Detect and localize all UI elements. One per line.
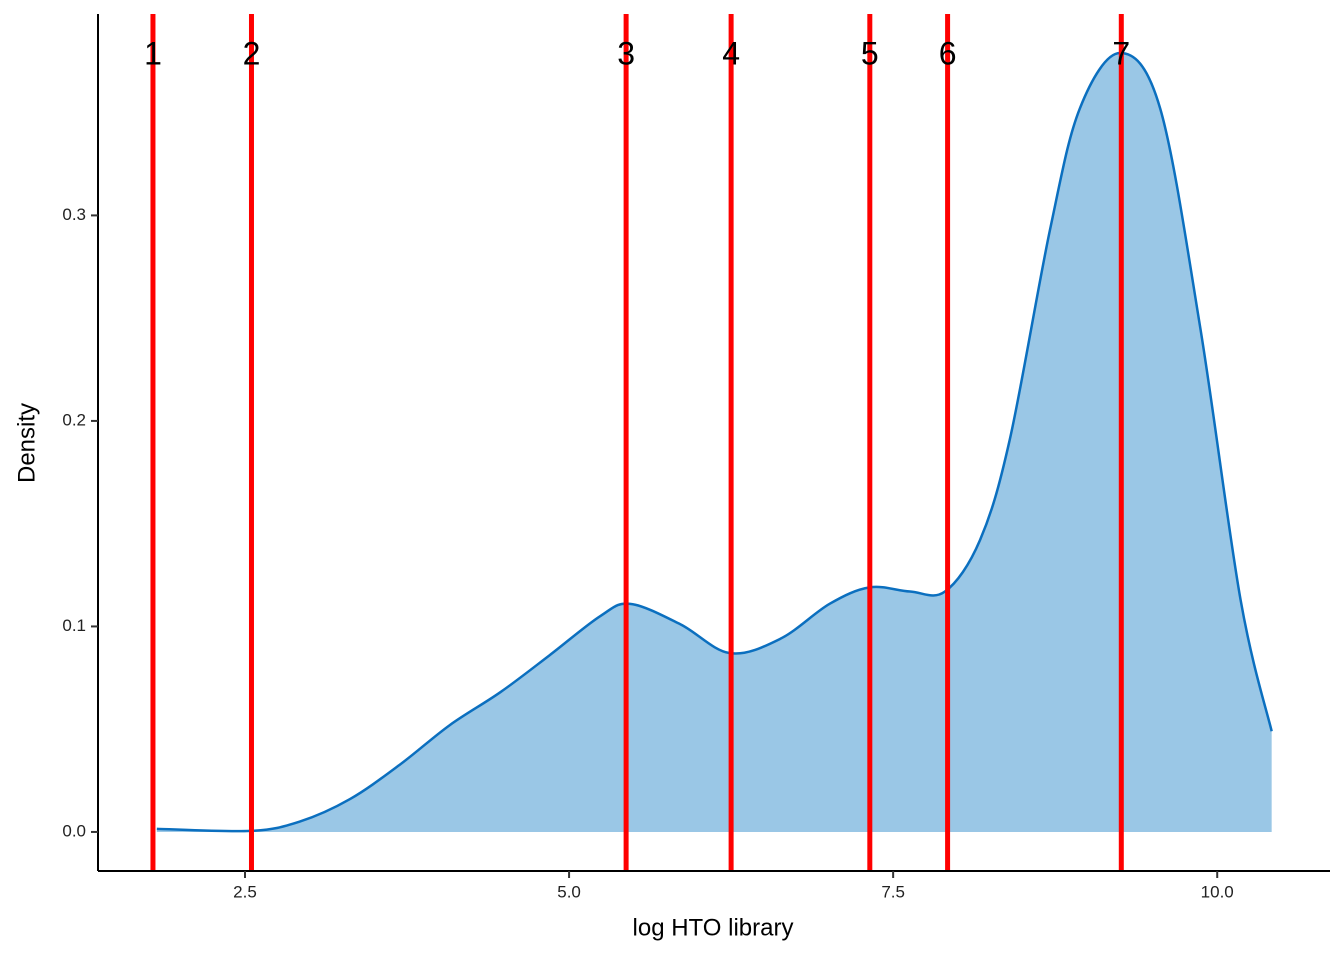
vertical-line-label: 6	[939, 35, 957, 71]
vertical-line-label: 4	[722, 35, 740, 71]
y-axis-title: Density	[13, 403, 40, 483]
vertical-line-label: 7	[1112, 35, 1130, 71]
vertical-line-label: 1	[144, 35, 162, 71]
y-tick-label: 0.3	[62, 205, 86, 224]
x-tick-label: 7.5	[881, 882, 905, 901]
x-axis-title: log HTO library	[633, 914, 794, 941]
vertical-line-label: 5	[861, 35, 879, 71]
density-area	[156, 53, 1272, 832]
density-line	[156, 51, 1273, 833]
y-tick-label: 0.1	[62, 616, 86, 635]
vertical-line-label: 2	[243, 35, 261, 71]
y-tick-label: 0.2	[62, 410, 86, 429]
x-tick-label: 10.0	[1201, 882, 1234, 901]
y-tick-label: 0.0	[62, 821, 86, 840]
x-tick-label: 5.0	[557, 882, 581, 901]
x-tick-label: 2.5	[233, 882, 257, 901]
vertical-line-label: 3	[617, 35, 635, 71]
